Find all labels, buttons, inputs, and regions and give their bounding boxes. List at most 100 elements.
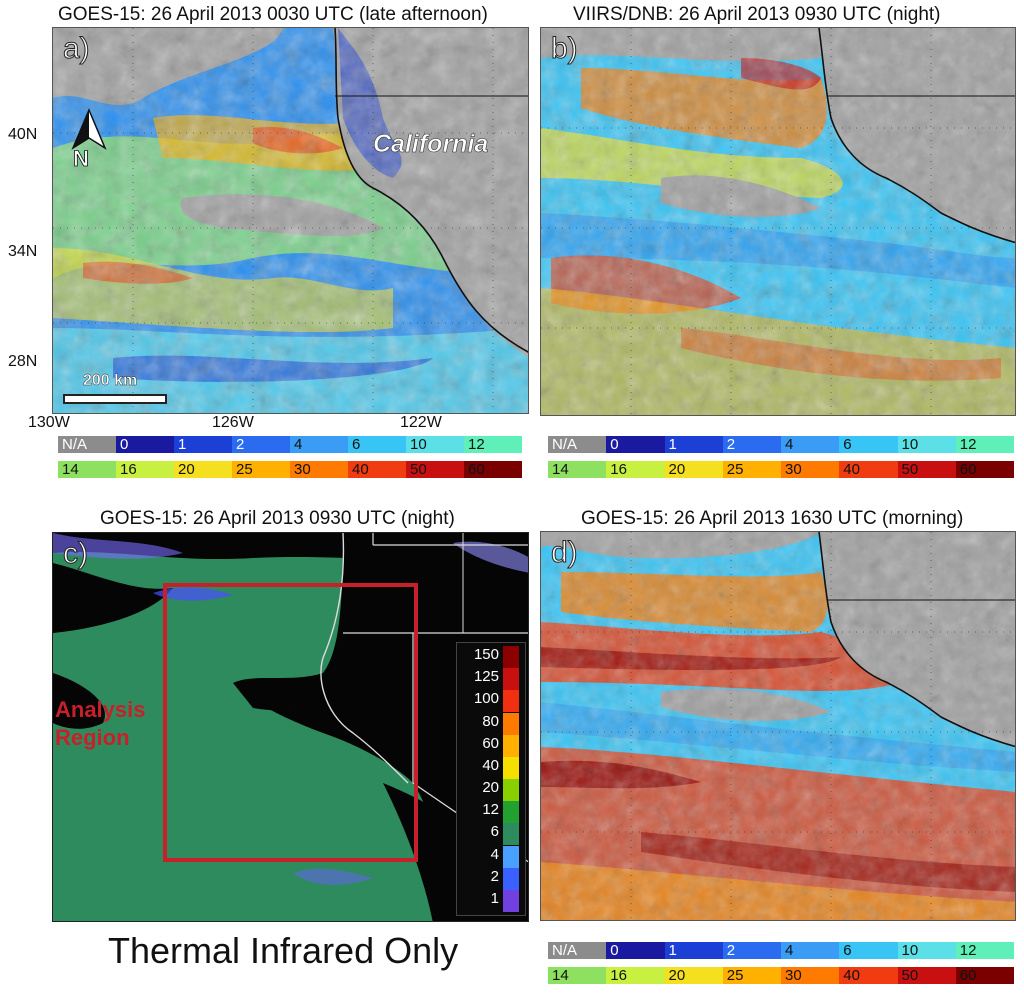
colorbar-b-swatch: 30 [781,461,840,478]
legend-c-level-label: 80 [482,712,499,730]
analysis-region-label-line2: Region [55,725,130,750]
colorbar-b-tick-label: 2 [726,436,736,453]
panel-a-map: a) N California 200 km [52,27,529,414]
panel-c-map-image [53,533,528,921]
colorbar-b-swatch: 0 [606,436,665,453]
colorbar-a-tick-label: N/A [62,436,88,453]
lat-label-28n: 28N [8,353,38,370]
colorbar-b-swatch: 14 [548,461,607,478]
colorbar-b-swatch: 16 [606,461,665,478]
colorbar-b-swatch: 6 [839,436,898,453]
colorbar-d-swatch: 4 [781,942,840,959]
legend-c-level-label: 4 [490,845,499,863]
colorbar-d-tick-label: 60 [959,967,977,984]
colorbar-a-tick-label: 10 [410,436,427,453]
colorbar-d-swatch: 0 [606,942,665,959]
legend-c-level-label: 60 [482,734,499,752]
colorbar-d-row2: 14 16 20 25 30 40 50 60 [548,967,1014,984]
colorbar-d-swatch: 16 [606,967,665,984]
colorbar-b-tick-label: 40 [843,461,860,478]
colorbar-a-swatch: 50 [406,461,464,478]
colorbar-d-tick-label: 12 [959,942,977,959]
legend-c-level-label: 125 [473,668,499,686]
colorbar-a-tick-label: 4 [294,436,303,453]
colorbar-a-swatch: 40 [348,461,406,478]
colorbar-b-swatch: 4 [781,436,840,453]
legend-c-swatch [503,801,519,824]
colorbar-a-tick-label: 25 [236,461,253,478]
colorbar-d-swatch: 50 [897,967,956,984]
colorbar-a-swatch: 14 [58,461,116,478]
colorbar-b-row2: 14 16 20 25 30 40 50 60 [548,461,1014,478]
scale-bar [63,394,167,404]
colorbar-b-swatch: 25 [722,461,781,478]
analysis-region-label-line1: Analysis [55,697,146,722]
colorbar-a-tick-label: 40 [352,461,369,478]
colorbar-d-tick-label: 16 [610,967,627,984]
colorbar-d-tick-label: 0 [610,942,619,959]
panel-b-title: VIIRS/DNB: 26 April 2013 0930 UTC (night… [573,4,941,25]
scale-bar-label: 200 km [83,372,138,389]
panel-a-title: GOES-15: 26 April 2013 0030 UTC (late af… [58,4,488,25]
colorbar-d-swatch: 14 [548,967,607,984]
colorbar-d-row1: N/A 0 1 2 4 6 10 12 [548,942,1014,959]
panel-b-map-image [541,28,1015,415]
colorbar-a-row1: N/A 0 1 2 4 6 10 12 [58,436,522,453]
colorbar-d-tick-label: N/A [552,942,578,959]
colorbar-b-tick-label: 12 [959,436,977,453]
panel-d-title: GOES-15: 26 April 2013 1630 UTC (morning… [581,508,964,529]
colorbar-a-swatch: 12 [464,436,522,453]
panel-c-title: GOES-15: 26 April 2013 0930 UTC (night) [100,508,455,529]
colorbar-b-tick-label: 6 [843,436,852,453]
colorbar-d-tick-label: 4 [785,942,794,959]
colorbar-d-swatch: 60 [955,967,1014,984]
colorbar-a-tick-label: 12 [468,436,485,453]
colorbar-a-swatch: 4 [290,436,348,453]
colorbar-a-swatch: N/A [58,436,116,453]
legend-c-swatch [503,756,519,779]
colorbar-b-tick-label: 25 [726,461,744,478]
colorbar-a-swatch: 16 [116,461,174,478]
legend-c-swatch [503,845,519,868]
panel-b-letter: b) [551,32,579,66]
colorbar-d-swatch: 20 [664,967,723,984]
colorbar-d-swatch: 1 [664,942,723,959]
colorbar-a-swatch: 1 [174,436,232,453]
colorbar-a-swatch: 60 [464,461,522,478]
colorbar-b-tick-label: 16 [610,461,627,478]
colorbar-a-swatch: 2 [232,436,290,453]
colorbar-b-swatch: N/A [548,436,607,453]
colorbar-d-tick-label: 1 [668,942,677,959]
colorbar-d-tick-label: 40 [843,967,860,984]
colorbar-d-swatch: 2 [722,942,781,959]
legend-c-swatch [503,867,519,890]
colorbar-b-tick-label: N/A [552,436,578,453]
panel-c-legend: 150 125 100 80 60 40 20 12 6 4 2 1 [456,642,526,916]
panel-d-letter: d) [551,536,579,570]
colorbar-a-tick-label: 1 [178,436,187,453]
panel-c-letter: c) [63,537,89,571]
colorbar-d-tick-label: 14 [552,967,569,984]
colorbar-a-tick-label: 16 [120,461,137,478]
california-label: California [373,130,489,159]
colorbar-d-tick-label: 10 [901,942,919,959]
lat-label-34n: 34N [8,243,38,260]
colorbar-b-swatch: 40 [839,461,898,478]
legend-c-swatch [503,779,519,802]
legend-c-level-label: 6 [490,823,499,841]
panel-b-map: b) [540,27,1016,416]
colorbar-d-tick-label: 2 [726,942,736,959]
legend-c-level-label: 40 [482,756,499,774]
colorbar-b-tick-label: 1 [668,436,677,453]
colorbar-a-tick-label: 50 [410,461,427,478]
legend-c-level-label: 20 [482,779,499,796]
colorbar-d-swatch: 30 [781,967,840,984]
colorbar-a-swatch: 20 [174,461,232,478]
colorbar-b-swatch: 20 [664,461,723,478]
colorbar-b-tick-label: 14 [552,461,569,478]
lat-label-40n: 40N [8,126,38,143]
colorbar-b-swatch: 10 [897,436,956,453]
legend-c-swatch [503,712,519,735]
colorbar-a-tick-label: 14 [62,461,79,478]
colorbar-a-tick-label: 20 [178,461,195,478]
